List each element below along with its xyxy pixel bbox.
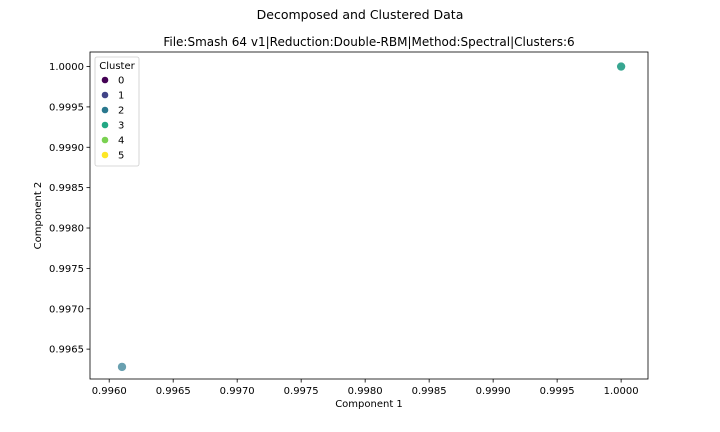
data-point-cluster-3 <box>616 61 626 72</box>
legend-marker-cluster-3 <box>101 121 109 129</box>
axes <box>89 51 649 380</box>
x-axis-ticks: 0.9960 0.9965 0.9970 0.9975 0.9980 0.9985 0.99… <box>92 379 639 397</box>
y-tick-label: 0.9970 <box>49 304 84 315</box>
plot-frame <box>89 51 649 380</box>
x-tick-label: 0.9980 <box>348 386 383 397</box>
y-tick-label: 0.9980 <box>49 224 84 235</box>
legend-label-cluster-2: 2 <box>118 106 124 117</box>
legend-label-cluster-3: 3 <box>118 121 124 132</box>
x-tick-label: 0.9965 <box>156 386 191 397</box>
legend-box <box>94 56 140 167</box>
y-tick-label: 0.9990 <box>49 143 84 154</box>
y-axis-ticks: 0.9965 0.9970 0.9975 0.9980 0.9985 0.9990 0.99… <box>49 62 90 356</box>
y-tick-label: 0.9965 <box>49 345 84 356</box>
x-tick-label: 0.9990 <box>476 386 511 397</box>
data-points <box>117 61 626 372</box>
legend: Cluster 0 1 2 3 4 5 <box>94 56 140 167</box>
y-tick-label: 0.9995 <box>49 102 84 113</box>
x-tick-label: 0.9985 <box>412 386 447 397</box>
legend-marker-cluster-4 <box>101 136 109 144</box>
y-tick-label: 1.0000 <box>49 62 84 73</box>
legend-marker-cluster-0 <box>101 76 109 84</box>
y-tick-label: 0.9985 <box>49 183 84 194</box>
x-tick-label: 1.0000 <box>604 386 639 397</box>
x-tick-label: 0.9995 <box>540 386 575 397</box>
legend-label-cluster-5: 5 <box>118 151 124 162</box>
x-tick-label: 0.9960 <box>92 386 127 397</box>
y-tick-label: 0.9975 <box>49 264 84 275</box>
legend-marker-cluster-1 <box>101 91 109 99</box>
legend-label-cluster-0: 0 <box>118 76 124 87</box>
data-point-cluster-2 <box>117 362 127 372</box>
x-tick-label: 0.9970 <box>220 386 255 397</box>
chart-title: File:Smash 64 v1|Reduction:Double-RBM|Me… <box>163 35 574 49</box>
legend-title: Cluster <box>99 61 135 72</box>
figure-suptitle: Decomposed and Clustered Data <box>257 7 464 22</box>
legend-label-cluster-4: 4 <box>118 136 124 147</box>
legend-marker-cluster-2 <box>101 106 109 114</box>
y-axis-label: Component 2 <box>33 182 44 250</box>
x-axis-label: Component 1 <box>335 399 403 410</box>
x-tick-label: 0.9975 <box>284 386 319 397</box>
legend-label-cluster-1: 1 <box>118 91 124 102</box>
legend-marker-cluster-5 <box>101 151 109 159</box>
